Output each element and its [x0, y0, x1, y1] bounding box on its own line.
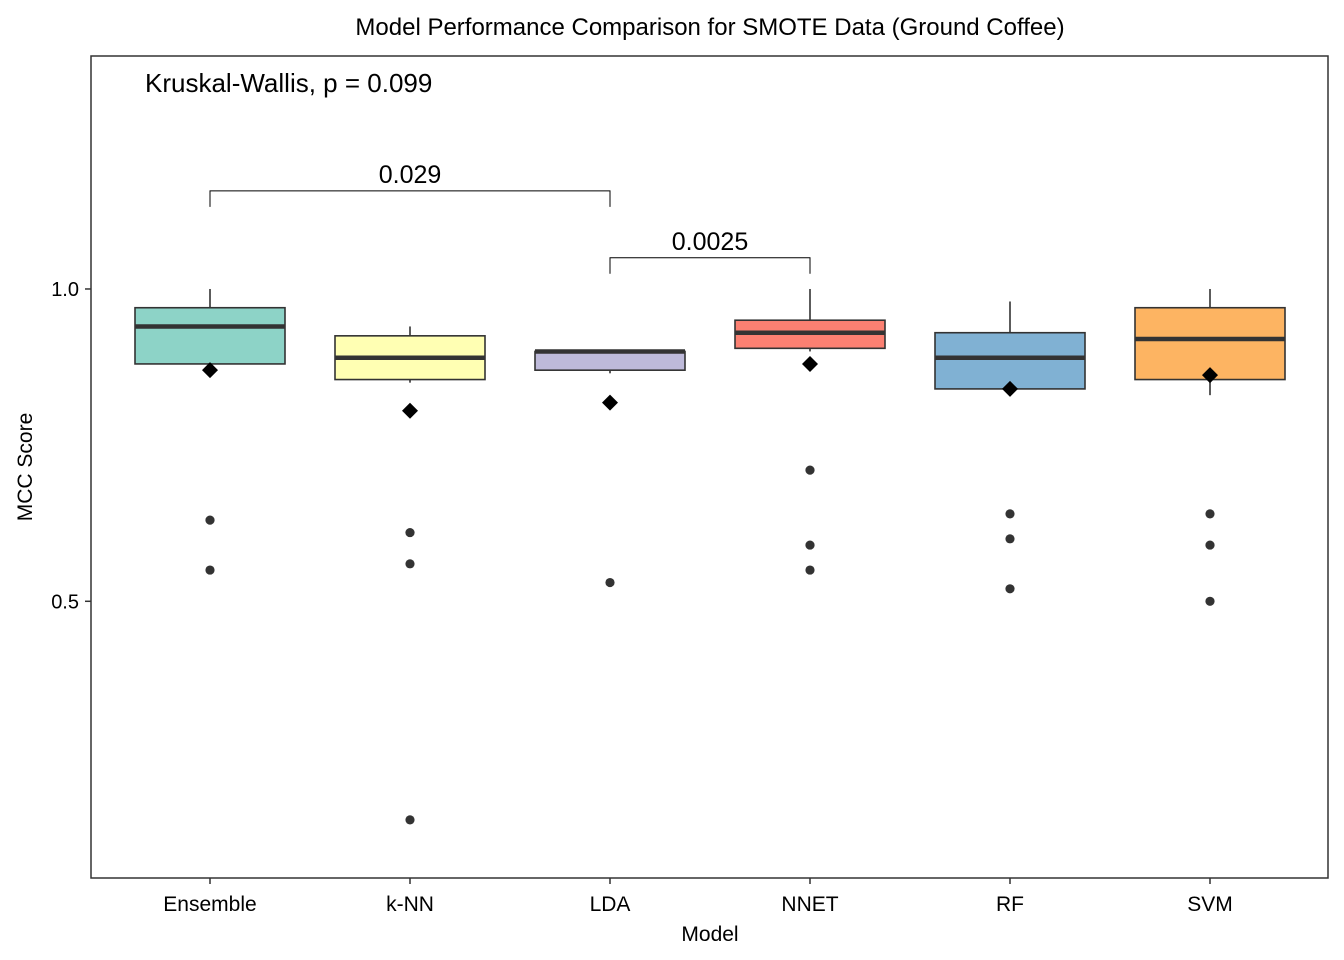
outlier-point: [1205, 596, 1215, 606]
comparison-bracket-1: 0.029: [209, 161, 611, 207]
x-tick-label: NNET: [781, 893, 838, 916]
chart-title: Model Performance Comparison for SMOTE D…: [355, 14, 1064, 41]
x-axis: Ensemble k-NN LDA NNET RF SVM: [163, 878, 1233, 916]
box-group-k-nn: [334, 326, 486, 825]
box-group-svm: [1134, 288, 1286, 606]
box-group-ensemble: [134, 288, 286, 575]
mean-marker: [602, 394, 618, 411]
outlier-point: [1005, 509, 1015, 519]
outlier-point: [405, 559, 415, 569]
x-tick-label: k-NN: [386, 893, 434, 916]
outlier-point: [1005, 534, 1015, 544]
y-tick-label: 0.5: [51, 591, 79, 613]
box: [934, 331, 1086, 390]
mean-marker: [1002, 380, 1018, 397]
y-tick-label: 1.0: [51, 279, 79, 301]
bracket-line: [609, 257, 811, 274]
box-group-nnet: [734, 288, 886, 575]
kruskal-wallis-annotation: Kruskal-Wallis, p = 0.099: [145, 68, 432, 98]
outlier-point: [805, 565, 815, 575]
mean-marker: [1202, 367, 1218, 384]
outlier-point: [205, 565, 215, 575]
x-tick-label: Ensemble: [163, 893, 256, 916]
box: [534, 350, 686, 371]
x-tick-label: RF: [996, 893, 1024, 916]
outlier-point: [1005, 584, 1015, 594]
outlier-point: [405, 527, 415, 538]
p-value-label: 0.029: [379, 161, 442, 189]
plot-panel: [90, 55, 1329, 879]
comparison-bracket-2: 0.0025: [609, 228, 811, 274]
mean-marker: [202, 362, 218, 379]
y-axis: 0.5 1.0: [51, 279, 91, 613]
outlier-point: [405, 815, 415, 825]
mean-marker: [802, 355, 818, 372]
x-axis-label: Model: [681, 923, 738, 946]
outlier-point: [805, 540, 815, 550]
outlier-point: [1205, 509, 1215, 519]
outlier-point: [205, 515, 215, 525]
outlier-point: [1205, 540, 1215, 550]
bracket-line: [209, 190, 611, 207]
box: [134, 306, 286, 365]
mean-marker: [402, 402, 418, 419]
outlier-point: [605, 577, 615, 588]
box-group-rf: [934, 301, 1086, 594]
y-axis-label: MCC Score: [14, 413, 37, 522]
box-group-lda: [534, 349, 686, 588]
x-tick-label: SVM: [1187, 893, 1233, 916]
outlier-point: [805, 465, 815, 475]
chart-marks: 0.029 0.0025: [134, 161, 1286, 825]
x-tick-label: LDA: [590, 893, 631, 916]
p-value-label: 0.0025: [672, 228, 748, 256]
